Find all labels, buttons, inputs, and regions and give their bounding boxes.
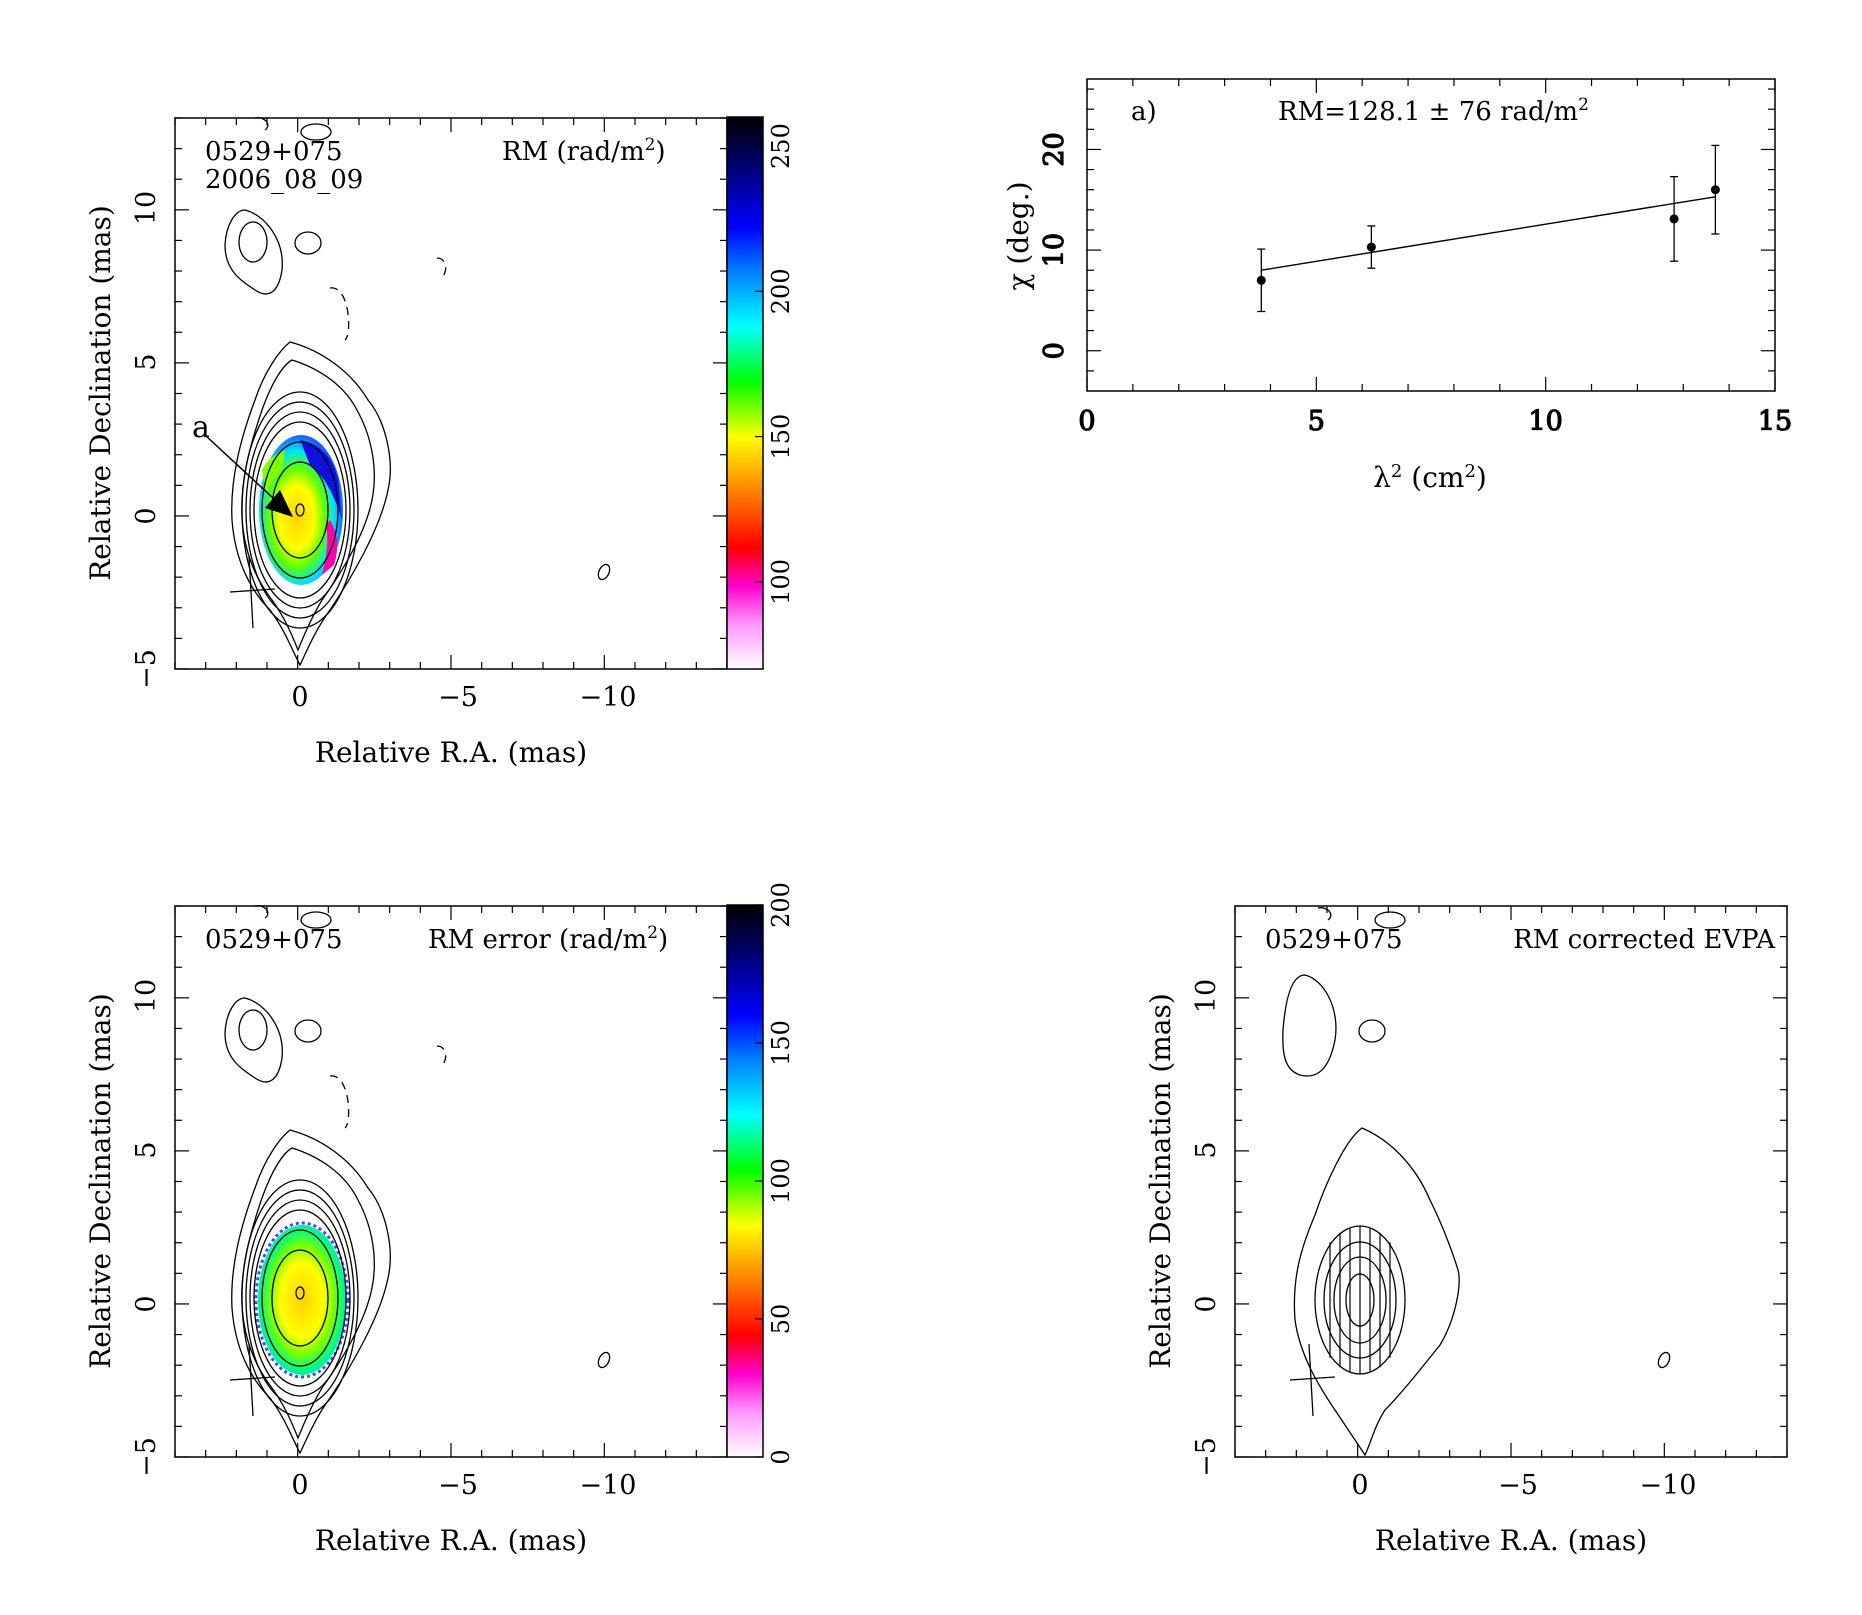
rm-map-ylabel: Relative Declination (mas) <box>84 205 117 581</box>
rm-error-map-source-label: 0529+075 <box>205 925 343 955</box>
rm-fit-point <box>1710 185 1720 195</box>
rm-fit-ylabel: χ (deg.) <box>1002 181 1035 290</box>
evpa-map-frame <box>1234 905 1788 1458</box>
rm-error-map-y-tick-label: 5 <box>131 1141 162 1158</box>
rm-fit-point <box>1256 275 1266 285</box>
rm-error-map-x-tick-label: −10 <box>580 1470 637 1501</box>
rm-map-colorblob <box>259 435 343 585</box>
rm-map-beam <box>229 555 276 629</box>
colorbar-tick-label: 100 <box>767 1158 795 1204</box>
rm-map-xlabel: Relative R.A. (mas) <box>315 736 587 769</box>
colorbar-tick-label: 150 <box>767 1020 795 1066</box>
rm-fit-line <box>1261 196 1716 271</box>
colorbar-tick-label: 0 <box>767 1449 795 1464</box>
rm-error-map-y-tick-label: −5 <box>131 1437 162 1477</box>
evpa-map-y-tick-label: 5 <box>1191 1141 1222 1158</box>
rm-map-y-tick-label: 10 <box>131 191 162 225</box>
rm-fit-point <box>1669 214 1679 224</box>
rm-map-colorbar-ticks: 100 150 200 250 <box>755 123 795 605</box>
colorbar-tick-label: 100 <box>767 559 795 605</box>
rm-fit-x-tick-label: 15 <box>1758 406 1792 437</box>
rm-fit-y-tick-label: 20 <box>1039 132 1070 166</box>
colorbar-tick-label: 50 <box>767 1304 795 1335</box>
rm-map-x-tick-label: 0 <box>291 682 308 713</box>
rm-map-x-tick-label: −5 <box>438 682 478 713</box>
rm-fit-point <box>1366 242 1376 252</box>
rm-fit-xlabel: λ2 (cm2) <box>1373 461 1487 494</box>
rm-map-y-tick-label: 5 <box>131 353 162 370</box>
evpa-map-x-tick-label: −10 <box>1640 1470 1697 1501</box>
evpa-map-y-tick-label: 0 <box>1191 1295 1222 1312</box>
rm-map-contours <box>224 117 611 667</box>
rm-fit-annotation: RM=128.1 ± 76 rad/m2 <box>1278 95 1589 127</box>
rm-fit-panel-label: a) <box>1131 97 1157 127</box>
rm-map-pointer-label: a <box>192 410 210 445</box>
rm-map-source-label: 0529+075 <box>205 137 343 167</box>
rm-fit-x-tick-label: 5 <box>1308 406 1325 437</box>
rm-fit-marks <box>1256 144 1720 313</box>
evpa-map-ticks <box>1234 905 1788 1458</box>
rm-fit-y-tick-label: 10 <box>1039 233 1070 267</box>
rm-error-map-y-tick-label: 0 <box>131 1295 162 1312</box>
rm-map-title: RM (rad/m2) <box>502 135 666 167</box>
rm-fit-x-tick-label: 10 <box>1528 406 1562 437</box>
rm-error-map-contours <box>224 905 611 1455</box>
rm-error-map-y-tick-label: 10 <box>131 979 162 1013</box>
rm-error-map-xlabel: Relative R.A. (mas) <box>315 1524 587 1557</box>
evpa-map-x-tick-label: 0 <box>1351 1470 1368 1501</box>
rm-error-map-x-tick-label: 0 <box>291 1470 308 1501</box>
rm-error-map-beam <box>229 1343 276 1417</box>
evpa-map-y-tick-label: −5 <box>1191 1437 1222 1477</box>
rm-map-pointer-arrow <box>205 435 293 517</box>
rm-error-map-x-tick-label: −5 <box>438 1470 478 1501</box>
rm-fit-y-tick-label: 0 <box>1039 342 1070 359</box>
rm-map-y-tick-label: 0 <box>131 507 162 524</box>
rm-error-map-colorblob <box>254 1221 350 1379</box>
rm-error-map-ylabel: Relative Declination (mas) <box>84 993 117 1369</box>
evpa-map-xlabel: Relative R.A. (mas) <box>1375 1524 1647 1557</box>
rm-map-ticks <box>174 117 728 670</box>
rm-error-map-colorbar-ticks: 0 50 100 150 200 <box>755 882 795 1465</box>
rm-error-map-ticks <box>174 905 728 1458</box>
evpa-map-source-label: 0529+075 <box>1265 925 1403 955</box>
evpa-vectors <box>1329 1226 1391 1374</box>
rm-fit-frame <box>1086 78 1776 392</box>
evpa-map-title: RM corrected EVPA <box>1513 925 1776 955</box>
colorbar-tick-label: 150 <box>767 414 795 460</box>
rm-map-date-label: 2006_08_09 <box>205 165 363 195</box>
colorbar-tick-label: 250 <box>767 123 795 169</box>
evpa-map-x-tick-label: −5 <box>1498 1470 1538 1501</box>
evpa-map-beam <box>1289 1343 1336 1417</box>
colorbar-tick-label: 200 <box>767 882 795 928</box>
evpa-map-y-tick-label: 10 <box>1191 979 1222 1013</box>
evpa-map-contours <box>1282 907 1671 1457</box>
rm-map-y-tick-label: −5 <box>131 649 162 689</box>
evpa-map-ylabel: Relative Declination (mas) <box>1144 993 1177 1369</box>
rm-fit-x-tick-label: 0 <box>1078 406 1095 437</box>
rm-map-colorbar <box>726 116 764 670</box>
rm-map-x-tick-label: −10 <box>580 682 637 713</box>
colorbar-tick-label: 200 <box>767 268 795 314</box>
evpa-map-panel: 0529+075 RM corrected EVPA 0 −5 −10 Rela… <box>1144 905 1788 1557</box>
rm-error-map-title: RM error (rad/m2) <box>428 923 668 955</box>
rm-fit-panel: 0 5 10 15 0 10 20 a) RM=128.1 ± 76 rad/m2 λ2 (… <box>1002 78 1793 494</box>
rm-fit-ticks: 0 5 10 15 0 10 20 <box>1038 79 1793 438</box>
